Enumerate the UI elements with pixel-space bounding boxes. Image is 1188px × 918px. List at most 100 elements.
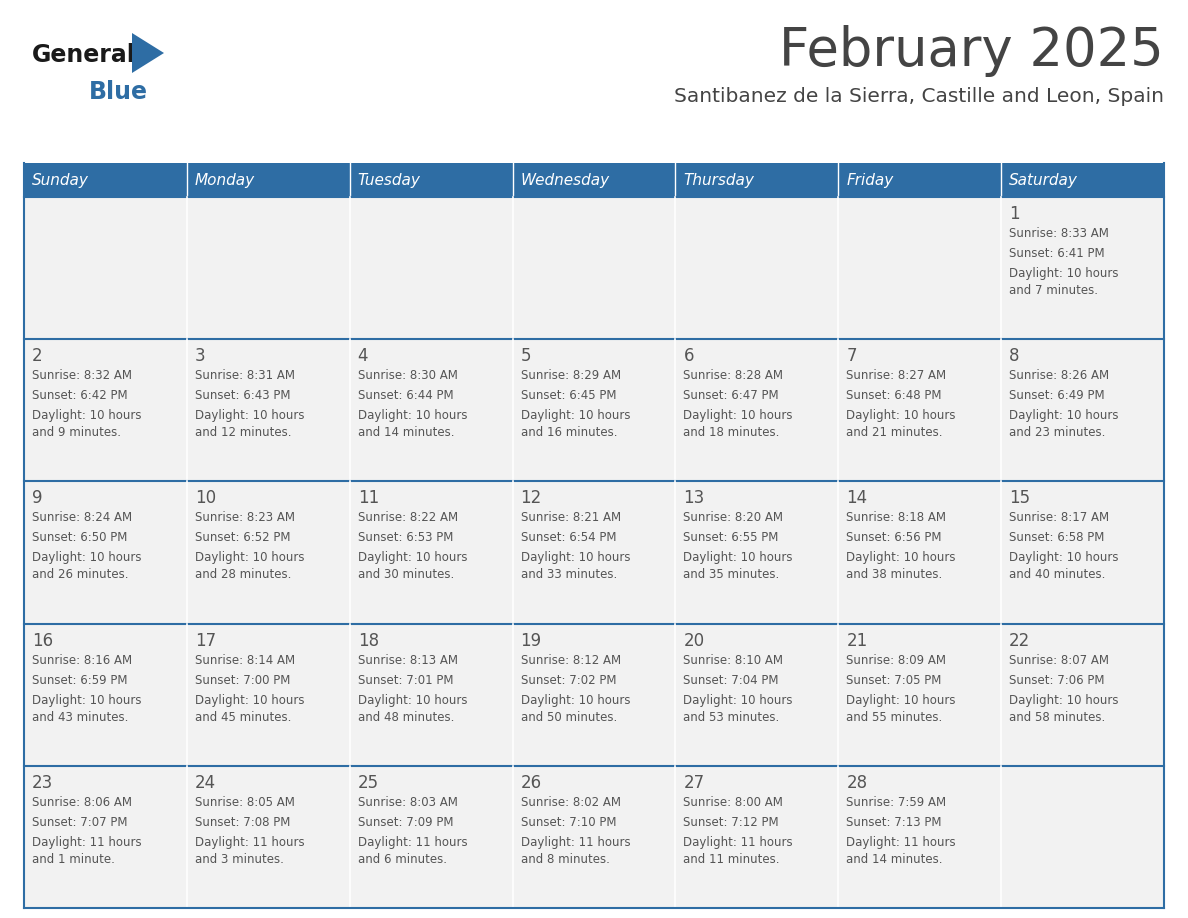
Text: Sunrise: 8:22 AM: Sunrise: 8:22 AM [358, 511, 457, 524]
Text: Sunrise: 8:05 AM: Sunrise: 8:05 AM [195, 796, 295, 809]
Text: Sunset: 7:01 PM: Sunset: 7:01 PM [358, 674, 453, 687]
Bar [676, 481, 839, 623]
Text: 15: 15 [1009, 489, 1030, 508]
Text: Sunset: 6:54 PM: Sunset: 6:54 PM [520, 532, 617, 544]
Text: Sunset: 7:04 PM: Sunset: 7:04 PM [683, 674, 779, 687]
Bar [839, 766, 1001, 908]
Bar [24, 481, 187, 623]
Text: 4: 4 [358, 347, 368, 365]
Text: Sunrise: 8:33 AM: Sunrise: 8:33 AM [1009, 227, 1110, 240]
Text: 11: 11 [358, 489, 379, 508]
Text: Daylight: 10 hours
and 43 minutes.: Daylight: 10 hours and 43 minutes. [32, 694, 141, 723]
Text: Sunset: 7:02 PM: Sunset: 7:02 PM [520, 674, 617, 687]
Bar [349, 197, 512, 339]
Text: 21: 21 [846, 632, 867, 650]
Text: Sunset: 6:59 PM: Sunset: 6:59 PM [32, 674, 127, 687]
Text: 26: 26 [520, 774, 542, 792]
Text: February 2025: February 2025 [779, 25, 1164, 77]
Text: Daylight: 10 hours
and 9 minutes.: Daylight: 10 hours and 9 minutes. [32, 409, 141, 439]
Text: 22: 22 [1009, 632, 1030, 650]
Bar [512, 481, 676, 623]
Text: 8: 8 [1009, 347, 1019, 365]
Text: Daylight: 10 hours
and 48 minutes.: Daylight: 10 hours and 48 minutes. [358, 694, 467, 723]
Text: 2: 2 [32, 347, 43, 365]
Text: 7: 7 [846, 347, 857, 365]
Text: Sunrise: 7:59 AM: Sunrise: 7:59 AM [846, 796, 947, 809]
Text: Blue: Blue [89, 80, 148, 104]
Text: Daylight: 10 hours
and 26 minutes.: Daylight: 10 hours and 26 minutes. [32, 552, 141, 581]
Bar [349, 339, 512, 481]
Bar [187, 766, 349, 908]
Text: 14: 14 [846, 489, 867, 508]
Text: Sunrise: 8:13 AM: Sunrise: 8:13 AM [358, 654, 457, 666]
Text: Sunset: 7:07 PM: Sunset: 7:07 PM [32, 816, 127, 829]
Bar [349, 623, 512, 766]
Text: Sunrise: 8:09 AM: Sunrise: 8:09 AM [846, 654, 947, 666]
Text: Daylight: 11 hours
and 3 minutes.: Daylight: 11 hours and 3 minutes. [195, 835, 304, 866]
Text: Daylight: 10 hours
and 12 minutes.: Daylight: 10 hours and 12 minutes. [195, 409, 304, 439]
Bar [676, 339, 839, 481]
Text: Daylight: 10 hours
and 35 minutes.: Daylight: 10 hours and 35 minutes. [683, 552, 792, 581]
Text: Sunrise: 8:23 AM: Sunrise: 8:23 AM [195, 511, 295, 524]
Bar [349, 481, 512, 623]
Text: Sunset: 7:00 PM: Sunset: 7:00 PM [195, 674, 290, 687]
Bar [676, 163, 839, 197]
Text: Daylight: 10 hours
and 30 minutes.: Daylight: 10 hours and 30 minutes. [358, 552, 467, 581]
Text: Sunrise: 8:07 AM: Sunrise: 8:07 AM [1009, 654, 1110, 666]
Text: Wednesday: Wednesday [520, 173, 609, 187]
Text: 24: 24 [195, 774, 216, 792]
Text: Sunrise: 8:17 AM: Sunrise: 8:17 AM [1009, 511, 1110, 524]
Text: Daylight: 10 hours
and 18 minutes.: Daylight: 10 hours and 18 minutes. [683, 409, 792, 439]
Bar [512, 766, 676, 908]
Text: Sunset: 7:13 PM: Sunset: 7:13 PM [846, 816, 942, 829]
Text: Sunset: 6:42 PM: Sunset: 6:42 PM [32, 389, 127, 402]
Text: 10: 10 [195, 489, 216, 508]
Text: Daylight: 10 hours
and 14 minutes.: Daylight: 10 hours and 14 minutes. [358, 409, 467, 439]
Text: Sunset: 6:53 PM: Sunset: 6:53 PM [358, 532, 453, 544]
Bar [839, 163, 1001, 197]
Text: Sunrise: 8:10 AM: Sunrise: 8:10 AM [683, 654, 783, 666]
Bar [24, 197, 187, 339]
Bar [676, 623, 839, 766]
Text: Sunrise: 8:00 AM: Sunrise: 8:00 AM [683, 796, 783, 809]
Bar [187, 481, 349, 623]
Text: Santibanez de la Sierra, Castille and Leon, Spain: Santibanez de la Sierra, Castille and Le… [674, 87, 1164, 106]
Text: Daylight: 10 hours
and 58 minutes.: Daylight: 10 hours and 58 minutes. [1009, 694, 1119, 723]
Text: General: General [32, 43, 135, 67]
Text: Sunrise: 8:28 AM: Sunrise: 8:28 AM [683, 369, 783, 382]
Text: 18: 18 [358, 632, 379, 650]
Bar [1001, 623, 1164, 766]
Bar [1001, 766, 1164, 908]
Text: Sunrise: 8:06 AM: Sunrise: 8:06 AM [32, 796, 132, 809]
Text: 25: 25 [358, 774, 379, 792]
Text: 19: 19 [520, 632, 542, 650]
Text: Monday: Monday [195, 173, 255, 187]
Bar [512, 163, 676, 197]
Bar [839, 623, 1001, 766]
Text: Daylight: 10 hours
and 7 minutes.: Daylight: 10 hours and 7 minutes. [1009, 267, 1119, 297]
Bar [1001, 481, 1164, 623]
Text: Daylight: 10 hours
and 38 minutes.: Daylight: 10 hours and 38 minutes. [846, 552, 956, 581]
Text: Sunset: 7:08 PM: Sunset: 7:08 PM [195, 816, 290, 829]
Text: Sunrise: 8:02 AM: Sunrise: 8:02 AM [520, 796, 620, 809]
Text: Daylight: 11 hours
and 11 minutes.: Daylight: 11 hours and 11 minutes. [683, 835, 794, 866]
Text: Sunset: 6:52 PM: Sunset: 6:52 PM [195, 532, 290, 544]
Bar [187, 197, 349, 339]
Text: Daylight: 11 hours
and 8 minutes.: Daylight: 11 hours and 8 minutes. [520, 835, 630, 866]
Text: Sunset: 6:47 PM: Sunset: 6:47 PM [683, 389, 779, 402]
Text: Sunset: 6:41 PM: Sunset: 6:41 PM [1009, 247, 1105, 260]
Text: Daylight: 10 hours
and 21 minutes.: Daylight: 10 hours and 21 minutes. [846, 409, 956, 439]
Bar [676, 197, 839, 339]
Text: Sunset: 6:43 PM: Sunset: 6:43 PM [195, 389, 290, 402]
Bar [1001, 339, 1164, 481]
Text: Sunrise: 8:12 AM: Sunrise: 8:12 AM [520, 654, 620, 666]
Bar [24, 163, 187, 197]
Text: Sunday: Sunday [32, 173, 89, 187]
Text: Friday: Friday [846, 173, 893, 187]
Text: Sunrise: 8:18 AM: Sunrise: 8:18 AM [846, 511, 947, 524]
Text: Sunset: 6:58 PM: Sunset: 6:58 PM [1009, 532, 1105, 544]
Text: Sunset: 6:49 PM: Sunset: 6:49 PM [1009, 389, 1105, 402]
Text: Daylight: 10 hours
and 23 minutes.: Daylight: 10 hours and 23 minutes. [1009, 409, 1119, 439]
Bar [187, 163, 349, 197]
Text: Sunrise: 8:29 AM: Sunrise: 8:29 AM [520, 369, 620, 382]
